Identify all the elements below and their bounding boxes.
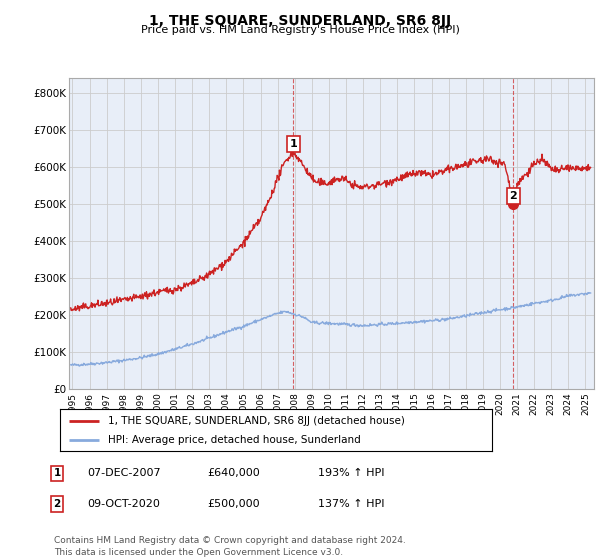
- Text: £500,000: £500,000: [207, 499, 260, 509]
- Text: 1, THE SQUARE, SUNDERLAND, SR6 8JJ (detached house): 1, THE SQUARE, SUNDERLAND, SR6 8JJ (deta…: [107, 416, 404, 426]
- Text: 193% ↑ HPI: 193% ↑ HPI: [318, 468, 385, 478]
- Text: 1, THE SQUARE, SUNDERLAND, SR6 8JJ: 1, THE SQUARE, SUNDERLAND, SR6 8JJ: [149, 14, 451, 28]
- Text: 09-OCT-2020: 09-OCT-2020: [87, 499, 160, 509]
- Text: Contains HM Land Registry data © Crown copyright and database right 2024.
This d: Contains HM Land Registry data © Crown c…: [54, 536, 406, 557]
- Text: 07-DEC-2007: 07-DEC-2007: [87, 468, 161, 478]
- Text: 137% ↑ HPI: 137% ↑ HPI: [318, 499, 385, 509]
- Text: 2: 2: [53, 499, 61, 509]
- Text: Price paid vs. HM Land Registry's House Price Index (HPI): Price paid vs. HM Land Registry's House …: [140, 25, 460, 35]
- Text: 2: 2: [509, 191, 517, 201]
- Text: £640,000: £640,000: [207, 468, 260, 478]
- Text: HPI: Average price, detached house, Sunderland: HPI: Average price, detached house, Sund…: [107, 435, 360, 445]
- Text: 1: 1: [289, 139, 297, 150]
- Text: 1: 1: [53, 468, 61, 478]
